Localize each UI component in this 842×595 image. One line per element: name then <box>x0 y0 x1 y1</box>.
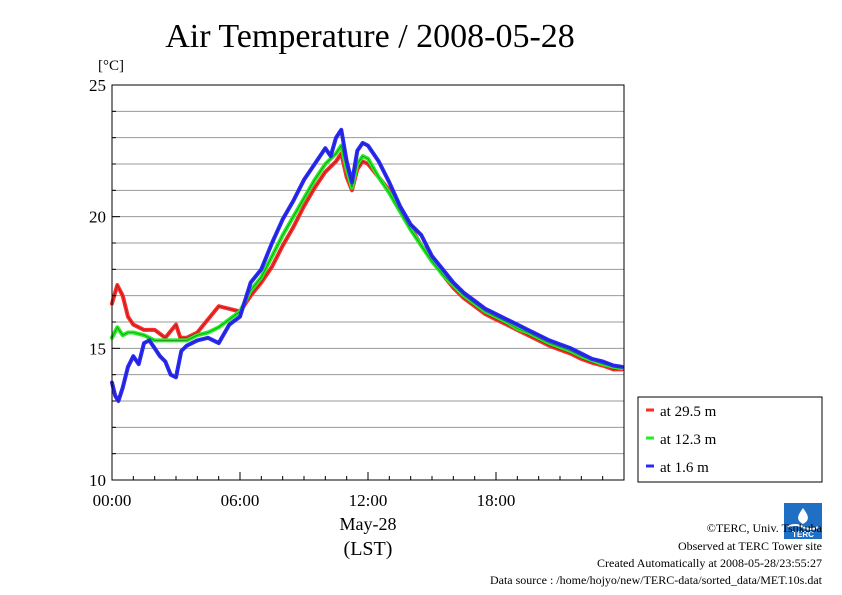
wave-icon <box>787 524 819 530</box>
legend-label: at 12.3 m <box>660 432 717 448</box>
credits: ©TERC, Univ. Tsukuba Observed at TERC To… <box>490 521 823 587</box>
series-lines <box>110 127 624 403</box>
y-tick-label: 20 <box>89 208 106 227</box>
series-line-core <box>111 129 622 402</box>
y-tick-label: 15 <box>89 339 106 358</box>
copyright-text: ©TERC, Univ. Tsukuba <box>707 521 823 535</box>
legend-box <box>637 396 823 483</box>
legend: at 29.5 m at 12.3 m at 1.6 m <box>637 396 823 483</box>
legend-label: at 29.5 m <box>660 404 717 420</box>
logo-text: TERC <box>792 530 814 539</box>
x-axis: 00:00 06:00 12:00 18:00 <box>93 472 625 510</box>
y-axis-unit: [°C] <box>98 58 124 74</box>
drop-icon <box>798 508 808 524</box>
data-source-text: Data source : /home/hojyo/new/TERC-data/… <box>490 573 823 587</box>
x-tick-label: 12:00 <box>349 491 388 510</box>
site-text: Observed at TERC Tower site <box>678 539 822 553</box>
x-axis-date-label: May-28 <box>340 514 397 534</box>
x-tick-label: 00:00 <box>93 491 132 510</box>
legend-label: at 1.6 m <box>660 460 709 476</box>
x-tick-label: 06:00 <box>221 491 260 510</box>
y-tick-label: 25 <box>89 76 106 95</box>
series-line-core <box>111 152 622 370</box>
x-tick-label: 18:00 <box>477 491 516 510</box>
terc-logo: TERC <box>784 503 822 539</box>
y-axis: 10 15 20 25 <box>89 76 120 490</box>
created-text: Created Automatically at 2008-05-28/23:5… <box>597 556 822 570</box>
series-line <box>110 127 624 403</box>
y-tick-label: 10 <box>89 471 106 490</box>
x-axis-timezone-label: (LST) <box>344 538 393 560</box>
chart-title: Air Temperature / 2008-05-28 <box>165 18 575 55</box>
gridlines <box>112 110 624 455</box>
